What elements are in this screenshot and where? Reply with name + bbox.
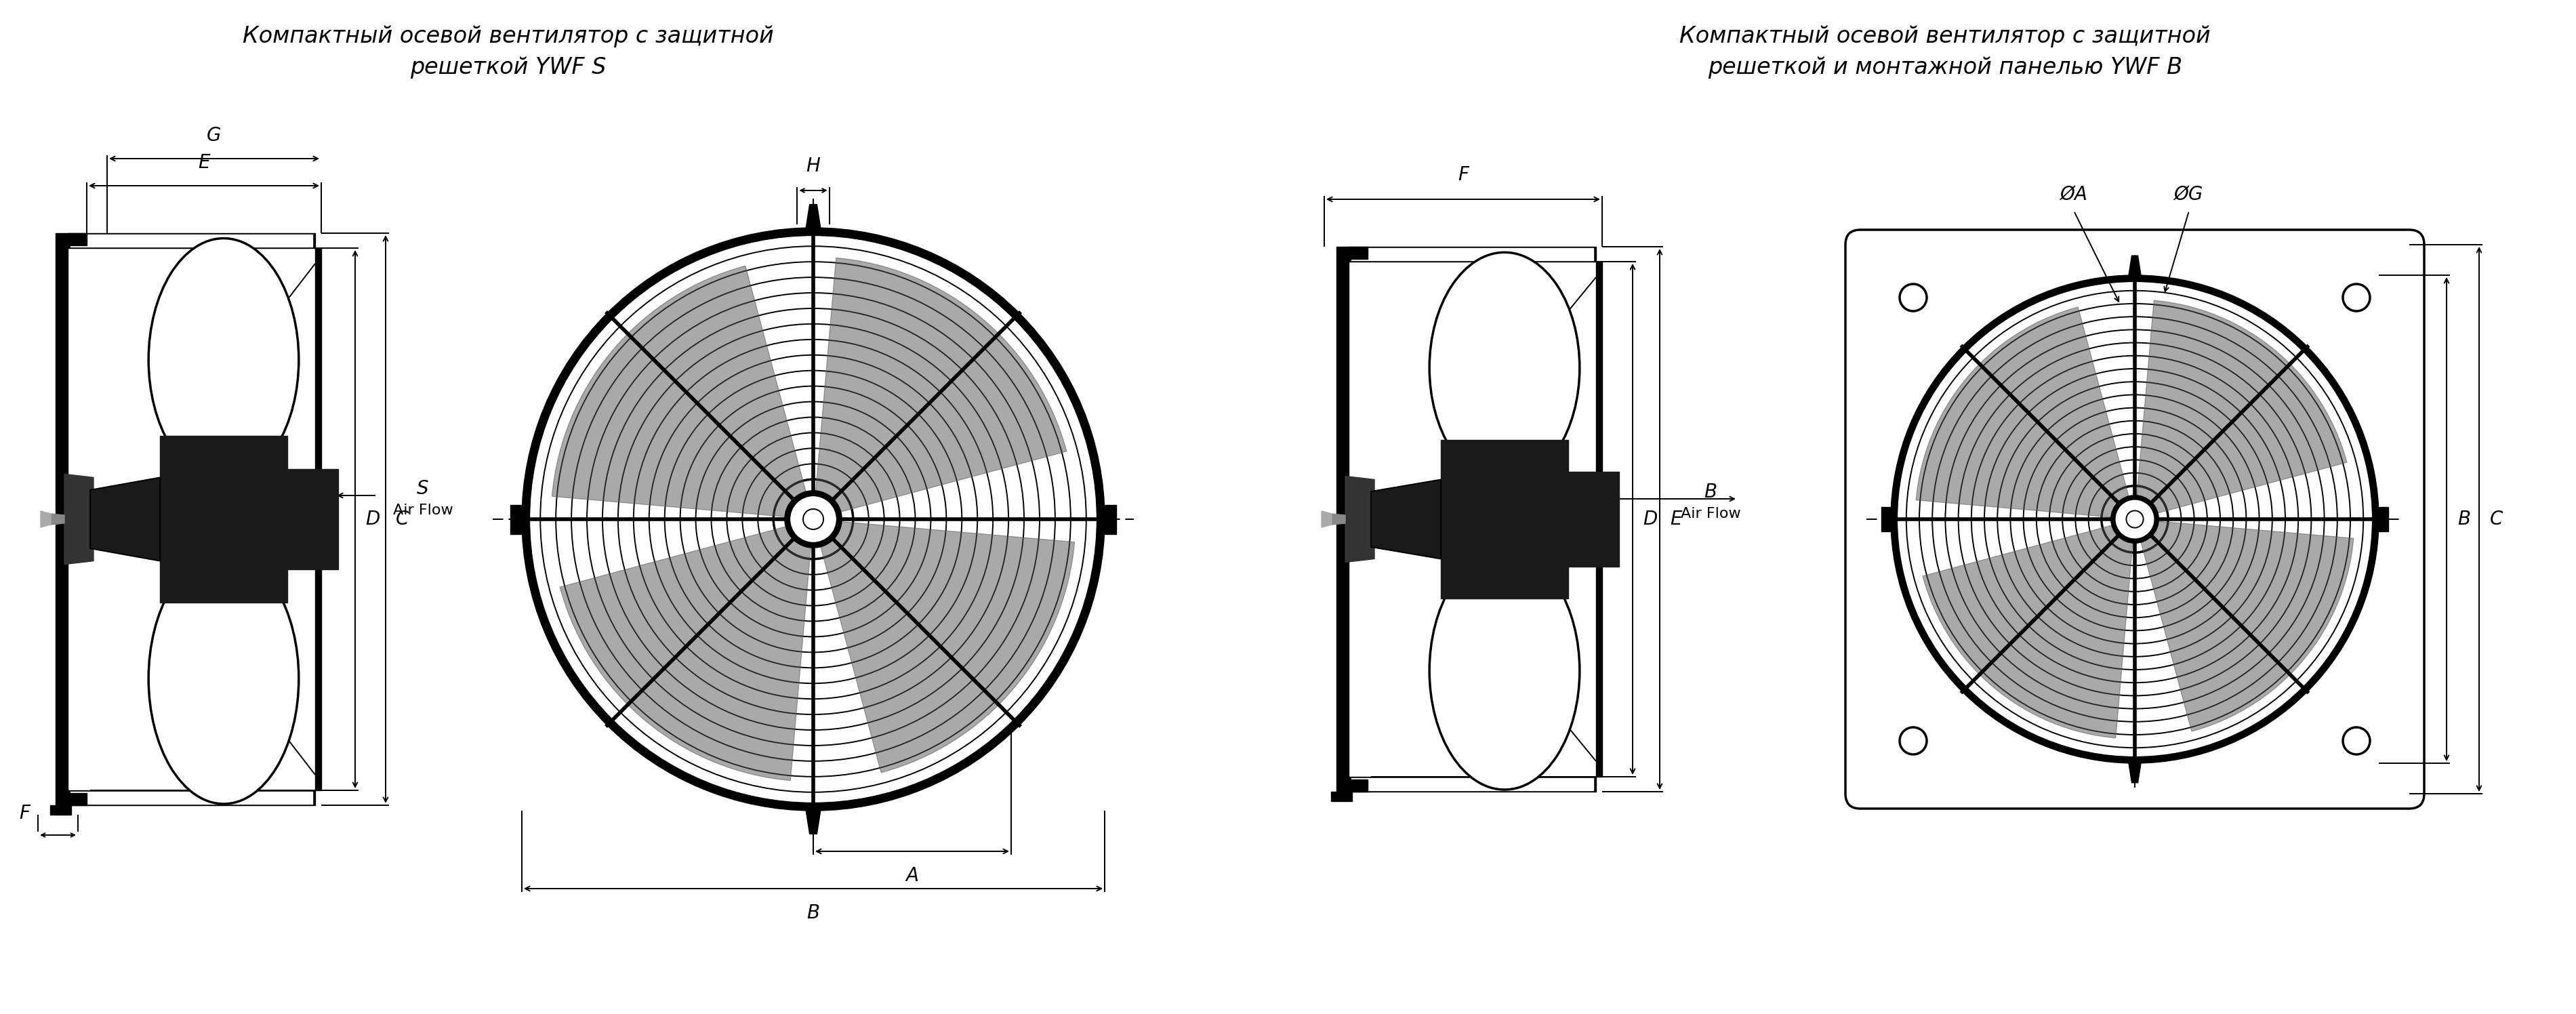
Ellipse shape (149, 554, 299, 804)
Circle shape (2110, 495, 2159, 544)
Circle shape (1899, 727, 1927, 754)
Polygon shape (1880, 507, 1891, 531)
Polygon shape (64, 475, 93, 565)
Polygon shape (90, 478, 160, 561)
Polygon shape (2128, 764, 2141, 783)
Circle shape (1899, 284, 1927, 311)
Polygon shape (1337, 246, 1350, 792)
Polygon shape (57, 233, 67, 805)
Text: D: D (1643, 510, 1656, 528)
Polygon shape (1352, 248, 1595, 261)
Wedge shape (1917, 307, 2130, 517)
Text: Air Flow: Air Flow (1680, 507, 1741, 520)
Polygon shape (806, 810, 822, 834)
Polygon shape (1569, 472, 1618, 567)
Circle shape (523, 228, 1105, 810)
Polygon shape (67, 233, 314, 248)
Polygon shape (41, 511, 52, 527)
Polygon shape (67, 793, 88, 805)
Text: ØG: ØG (2174, 185, 2202, 204)
Ellipse shape (1430, 252, 1579, 483)
Text: C: C (397, 510, 410, 528)
Wedge shape (2136, 300, 2347, 514)
Polygon shape (1350, 780, 1368, 792)
Text: C: C (2491, 510, 2504, 528)
Circle shape (1891, 275, 2378, 764)
Text: Компактный осевой вентилятор с защитной
решеткой YWF S: Компактный осевой вентилятор с защитной … (242, 24, 773, 78)
Text: S: S (417, 480, 428, 498)
Polygon shape (1440, 440, 1569, 598)
Circle shape (2125, 511, 2143, 527)
Polygon shape (1597, 262, 1602, 777)
Polygon shape (1350, 777, 1597, 792)
Circle shape (2342, 727, 2370, 754)
Circle shape (531, 236, 1095, 802)
Polygon shape (1345, 477, 1376, 562)
Circle shape (804, 509, 824, 529)
Circle shape (2342, 284, 2370, 311)
Polygon shape (286, 469, 337, 569)
Text: B: B (2458, 510, 2470, 528)
Polygon shape (2128, 256, 2141, 275)
Polygon shape (806, 205, 822, 228)
Polygon shape (1370, 480, 1440, 559)
Wedge shape (819, 521, 1074, 773)
Text: F: F (1458, 165, 1468, 185)
Circle shape (786, 491, 842, 548)
Text: D: D (366, 510, 379, 528)
Text: Компактный осевой вентилятор с защитной
решеткой и монтажной панелью YWF B: Компактный осевой вентилятор с защитной … (1680, 24, 2210, 78)
Circle shape (1899, 283, 2372, 755)
Polygon shape (1332, 514, 1345, 524)
Polygon shape (70, 792, 312, 804)
Polygon shape (49, 805, 72, 814)
Text: Air Flow: Air Flow (392, 504, 453, 517)
Wedge shape (1922, 524, 2133, 738)
FancyBboxPatch shape (1844, 230, 2424, 808)
Ellipse shape (1430, 552, 1579, 790)
Polygon shape (1350, 246, 1597, 262)
Text: G: G (206, 126, 222, 145)
Circle shape (791, 497, 835, 541)
Polygon shape (67, 233, 88, 245)
Polygon shape (1321, 511, 1332, 527)
Text: ØA: ØA (2061, 185, 2087, 204)
Polygon shape (1350, 246, 1368, 259)
Text: H: H (806, 156, 819, 175)
Polygon shape (67, 790, 314, 805)
Wedge shape (559, 525, 811, 781)
Text: F: F (18, 804, 31, 822)
Polygon shape (1105, 505, 1115, 533)
Wedge shape (814, 258, 1066, 513)
Polygon shape (1332, 792, 1352, 801)
Ellipse shape (149, 238, 299, 482)
Polygon shape (510, 505, 523, 533)
Polygon shape (1352, 778, 1595, 790)
Polygon shape (314, 248, 322, 790)
Wedge shape (551, 266, 806, 517)
Polygon shape (70, 234, 312, 246)
Text: B: B (1705, 483, 1718, 502)
Text: B: B (806, 903, 819, 923)
Polygon shape (52, 514, 64, 524)
Text: E: E (1669, 510, 1682, 528)
Text: A: A (907, 866, 920, 885)
Circle shape (2115, 501, 2154, 538)
Polygon shape (160, 436, 286, 602)
Text: E: E (198, 153, 209, 172)
Wedge shape (2141, 521, 2354, 731)
Polygon shape (2378, 507, 2388, 531)
